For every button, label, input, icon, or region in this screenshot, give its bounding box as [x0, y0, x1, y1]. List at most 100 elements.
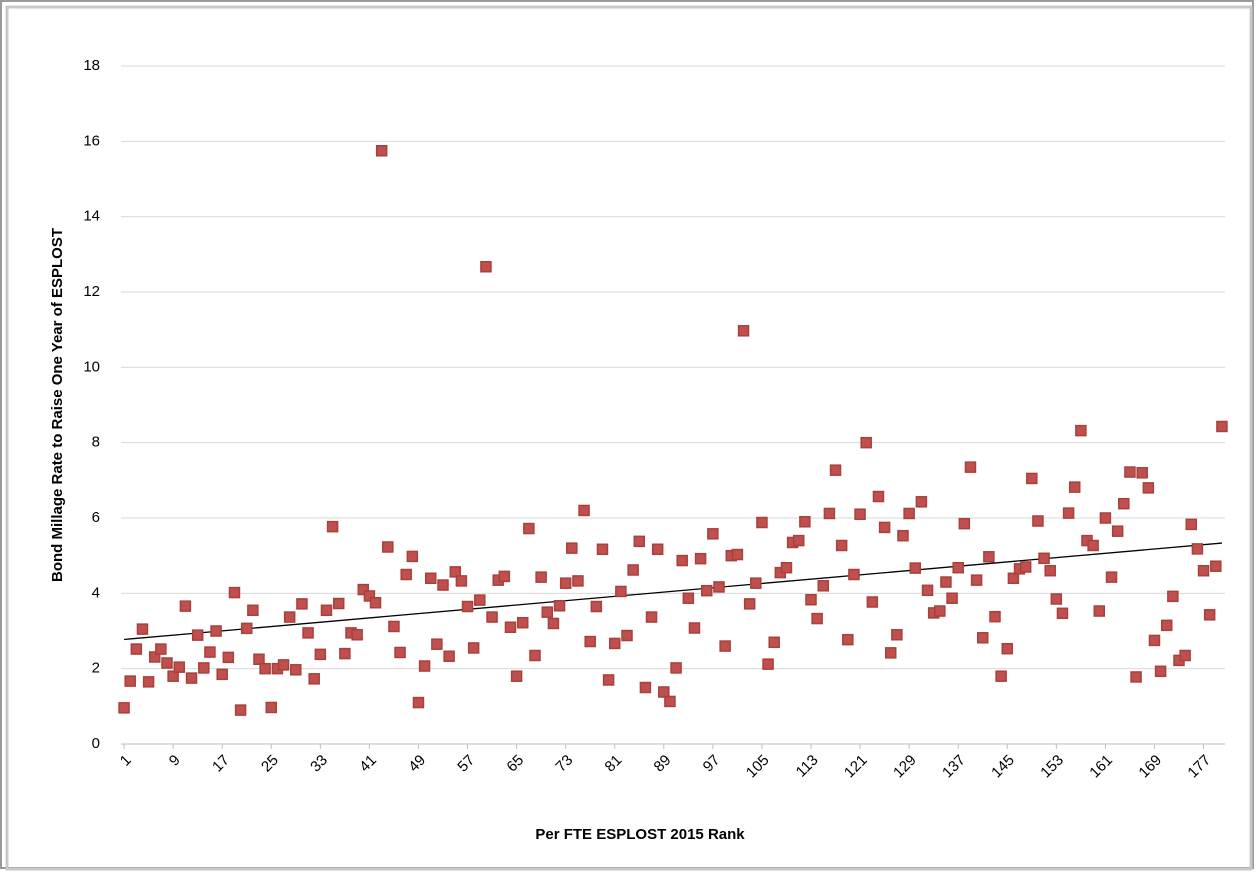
point: [872, 490, 885, 503]
point: [817, 580, 830, 592]
point: [1038, 552, 1050, 565]
chart-shadow: [5, 5, 1253, 871]
point: [909, 562, 922, 574]
point: [191, 629, 204, 641]
point: [173, 661, 186, 673]
point: [148, 651, 161, 663]
point: [553, 600, 566, 612]
point: [952, 561, 964, 574]
point: [1179, 649, 1191, 662]
point: [976, 632, 989, 644]
point: [167, 670, 179, 682]
point: [308, 673, 320, 685]
point: [792, 534, 805, 547]
point: [253, 653, 265, 665]
point: [688, 622, 701, 634]
point: [559, 577, 572, 589]
point: [375, 145, 388, 157]
point: [989, 610, 1001, 623]
point: [878, 521, 891, 534]
y-axis-title: Bond Millage Rate to Raise One Year of E…: [49, 228, 66, 582]
y-tick-label: 18: [83, 57, 100, 74]
point: [406, 550, 419, 563]
y-tick-label: 10: [83, 358, 100, 375]
point: [780, 561, 793, 574]
point: [713, 581, 725, 593]
point: [443, 650, 455, 662]
point: [731, 548, 744, 561]
point: [743, 598, 756, 610]
point: [535, 571, 547, 583]
point: [621, 629, 633, 642]
point: [357, 583, 370, 596]
y-tick-label: 8: [92, 434, 100, 451]
point: [118, 702, 130, 714]
point: [750, 577, 762, 589]
point: [198, 662, 210, 674]
point: [155, 643, 167, 655]
y-tick-label: 0: [92, 735, 100, 752]
point: [866, 596, 879, 608]
y-tick-label: 4: [92, 584, 100, 601]
point: [768, 636, 780, 649]
point: [247, 604, 259, 617]
point: [719, 640, 731, 652]
point: [1099, 512, 1112, 524]
point: [1056, 607, 1069, 620]
point: [516, 616, 529, 629]
point: [529, 649, 541, 662]
point: [915, 496, 928, 508]
point: [474, 594, 486, 606]
point: [1111, 525, 1124, 537]
point: [639, 681, 652, 694]
point: [1001, 642, 1014, 655]
point: [1087, 539, 1099, 552]
point: [547, 617, 560, 630]
point: [326, 520, 339, 533]
point: [339, 647, 351, 660]
point: [590, 600, 603, 613]
point: [762, 658, 774, 670]
point: [1118, 497, 1130, 510]
point: [651, 543, 664, 556]
point: [921, 584, 934, 597]
point: [498, 570, 511, 583]
point: [682, 592, 695, 604]
point: [1216, 420, 1228, 433]
point: [179, 600, 192, 612]
point: [1068, 481, 1081, 493]
point: [694, 552, 707, 565]
point: [664, 695, 676, 708]
point: [848, 568, 860, 581]
point: [277, 659, 290, 671]
point: [946, 592, 958, 604]
point: [1124, 466, 1136, 478]
point: [799, 516, 811, 528]
point: [1154, 665, 1167, 678]
point: [412, 696, 425, 709]
point: [645, 611, 658, 623]
point: [136, 623, 149, 635]
point: [1062, 507, 1075, 519]
point: [627, 564, 639, 576]
point: [1191, 543, 1204, 555]
point: [854, 508, 866, 520]
y-tick-label: 12: [83, 283, 100, 300]
point: [388, 620, 400, 633]
point: [467, 642, 480, 654]
point: [400, 568, 412, 581]
point: [431, 638, 443, 650]
point: [1050, 593, 1063, 605]
point: [461, 600, 474, 613]
point: [572, 575, 584, 587]
point: [983, 551, 995, 563]
point: [1148, 634, 1161, 647]
point: [1210, 560, 1222, 572]
y-tick-label: 2: [92, 660, 100, 677]
point: [1093, 605, 1106, 617]
point: [676, 554, 688, 567]
point: [437, 579, 449, 591]
point: [228, 586, 241, 599]
